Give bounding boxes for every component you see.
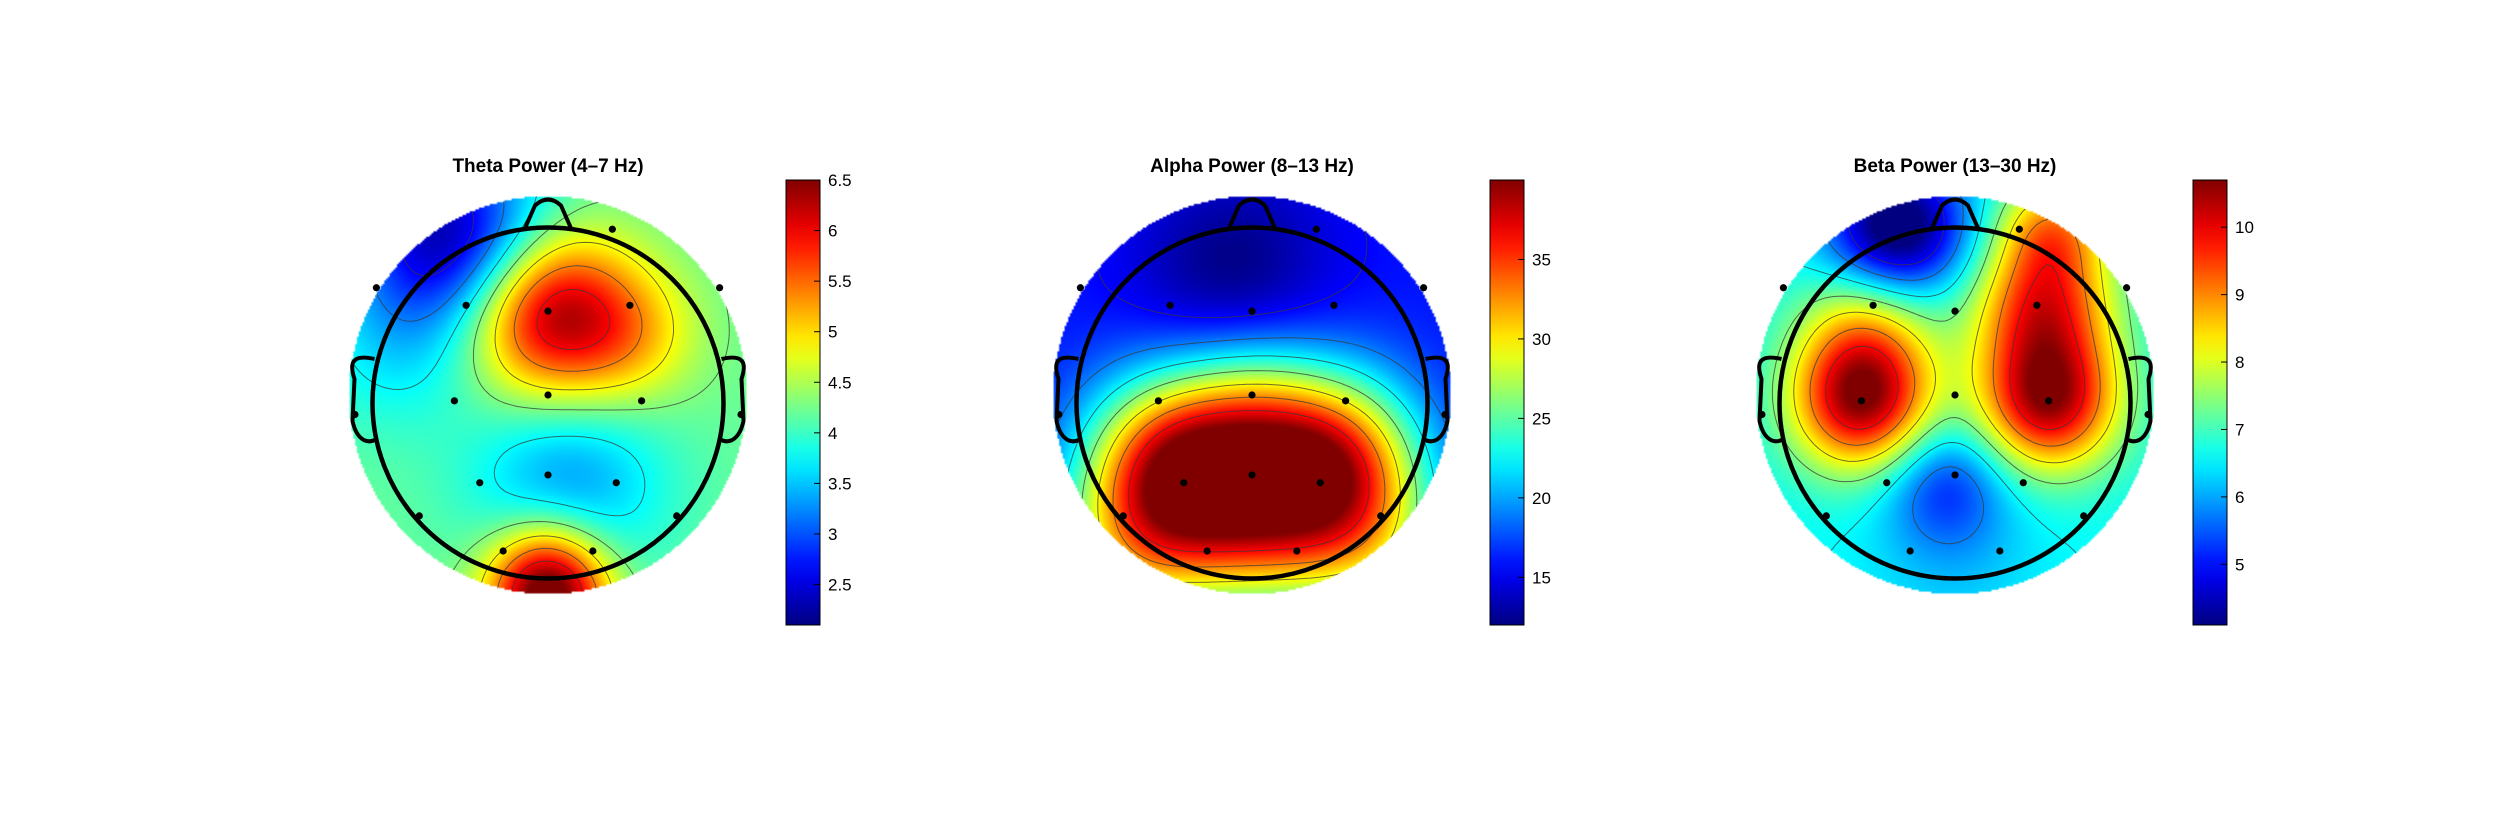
panel-theta: Theta Power (4–7 Hz) 6.5 6 5.5 5 4.5 4 3.5 3 2.5 xyxy=(329,156,852,626)
electrode-dot xyxy=(673,512,681,520)
electrode-dot xyxy=(1248,307,1256,315)
colorbar xyxy=(2192,179,2228,626)
nose-outline xyxy=(1226,197,1278,232)
electrode-dot xyxy=(462,301,470,309)
electrode-dot xyxy=(1951,471,1959,479)
colorbar-tick-label: 5 xyxy=(828,323,837,342)
electrode-dot xyxy=(450,397,458,405)
electrode-dot xyxy=(1377,512,1385,520)
colorbar-tick-label: 25 xyxy=(1532,409,1551,428)
colorbar-tick-label: 3 xyxy=(828,525,837,544)
electrode-dot xyxy=(1293,547,1301,555)
head-outline xyxy=(370,225,726,581)
left-ear-outline xyxy=(1054,355,1082,444)
electrode-dot xyxy=(351,410,359,419)
panel-alpha: Alpha Power (8–13 Hz) 35 30 25 20 15 xyxy=(1033,156,1551,626)
electrode-dot xyxy=(2045,397,2053,405)
colorbar-tick-label: 30 xyxy=(1532,330,1551,349)
head-outline xyxy=(1074,225,1430,581)
colorbar xyxy=(1489,179,1525,626)
electrode-dot xyxy=(1779,284,1787,292)
electrode-dot xyxy=(1758,410,1766,419)
electrode-dot xyxy=(1869,301,1877,309)
colorbar-tick-label: 2.5 xyxy=(828,576,852,595)
electrode-dot xyxy=(608,225,616,233)
electrode-dot xyxy=(638,397,646,405)
electrode-dot xyxy=(1055,410,1063,419)
left-ear-outline xyxy=(350,355,378,444)
electrode-dot xyxy=(544,307,552,315)
colorbar-tick-label: 4 xyxy=(828,424,837,443)
electrode-dot xyxy=(1420,284,1428,292)
colorbar-tick-label: 6 xyxy=(828,222,837,241)
electrode-dot xyxy=(1119,512,1127,520)
electrode-dot xyxy=(2033,301,2041,309)
electrode-dot xyxy=(737,410,745,419)
electrode-dot xyxy=(1166,301,1174,309)
colorbar-tick-label: 7 xyxy=(2235,420,2244,439)
electrode-dot xyxy=(626,301,634,309)
panel-beta: Beta Power (13–30 Hz) 10 9 8 7 6 5 xyxy=(1736,156,2254,626)
electrode-dot xyxy=(1857,397,1865,405)
colorbar-tick-label: 3.5 xyxy=(828,474,852,493)
head-outline xyxy=(1777,225,2133,581)
electrode-dot xyxy=(612,479,620,487)
electrode-dot xyxy=(716,284,724,292)
electrode-dot xyxy=(1441,410,1449,419)
colorbar-tick-label: 4.5 xyxy=(828,373,852,392)
colorbar-tick-label: 6 xyxy=(2235,488,2244,507)
electrode-dot xyxy=(1248,391,1256,399)
electrode-dot xyxy=(544,471,552,479)
colorbar-tick-label: 5 xyxy=(2235,555,2244,574)
left-ear-outline xyxy=(1757,355,1785,444)
electrode-dot xyxy=(1996,547,2004,555)
colorbar-tick-label: 15 xyxy=(1532,568,1551,587)
electrode-dot xyxy=(1883,479,1891,487)
colorbar-tick-label: 5.5 xyxy=(828,272,852,291)
electrode-dot xyxy=(1951,307,1959,315)
electrode-dot xyxy=(1951,391,1959,399)
electrode-dot xyxy=(2123,284,2131,292)
colorbar-tick-label: 35 xyxy=(1532,250,1551,269)
panel-title: Beta Power (13–30 Hz) xyxy=(1854,156,2057,177)
electrode-dot xyxy=(1154,397,1162,405)
electrode-dot xyxy=(1076,284,1084,292)
electrode-dot xyxy=(1312,225,1320,233)
electrode-dot xyxy=(476,479,484,487)
electrode-dot xyxy=(2015,225,2023,233)
electrode-dot xyxy=(1316,479,1324,487)
electrode-dot xyxy=(372,284,380,292)
electrode-dot xyxy=(2019,479,2027,487)
electrode-dot xyxy=(1342,397,1350,405)
electrode-dot xyxy=(1180,479,1188,487)
right-ear-outline xyxy=(1422,355,1450,444)
colorbar-tick-label: 6.5 xyxy=(828,171,852,190)
electrode-dot xyxy=(1203,547,1211,555)
electrode-dot xyxy=(2080,512,2088,520)
electrode-dot xyxy=(415,512,423,520)
electrode-dot xyxy=(2144,410,2152,419)
electrode-dot xyxy=(589,547,597,555)
panel-title: Alpha Power (8–13 Hz) xyxy=(1150,156,1354,177)
colorbar-tick-label: 20 xyxy=(1532,489,1551,508)
electrode-dot xyxy=(499,547,507,555)
colorbar-tick-label: 9 xyxy=(2235,286,2244,305)
colorbar-tick-label: 10 xyxy=(2235,218,2254,237)
panel-title: Theta Power (4–7 Hz) xyxy=(452,156,643,177)
colorbar xyxy=(785,179,821,626)
electrode-dot xyxy=(1822,512,1830,520)
electrode-dot xyxy=(1330,301,1338,309)
colorbar-tick-label: 8 xyxy=(2235,353,2244,372)
electrode-dot xyxy=(1906,547,1914,555)
right-ear-outline xyxy=(718,355,746,444)
nose-outline xyxy=(522,197,574,232)
right-ear-outline xyxy=(2125,355,2153,444)
nose-outline xyxy=(1929,197,1981,232)
electrode-dot xyxy=(1248,471,1256,479)
electrode-dot xyxy=(544,391,552,399)
